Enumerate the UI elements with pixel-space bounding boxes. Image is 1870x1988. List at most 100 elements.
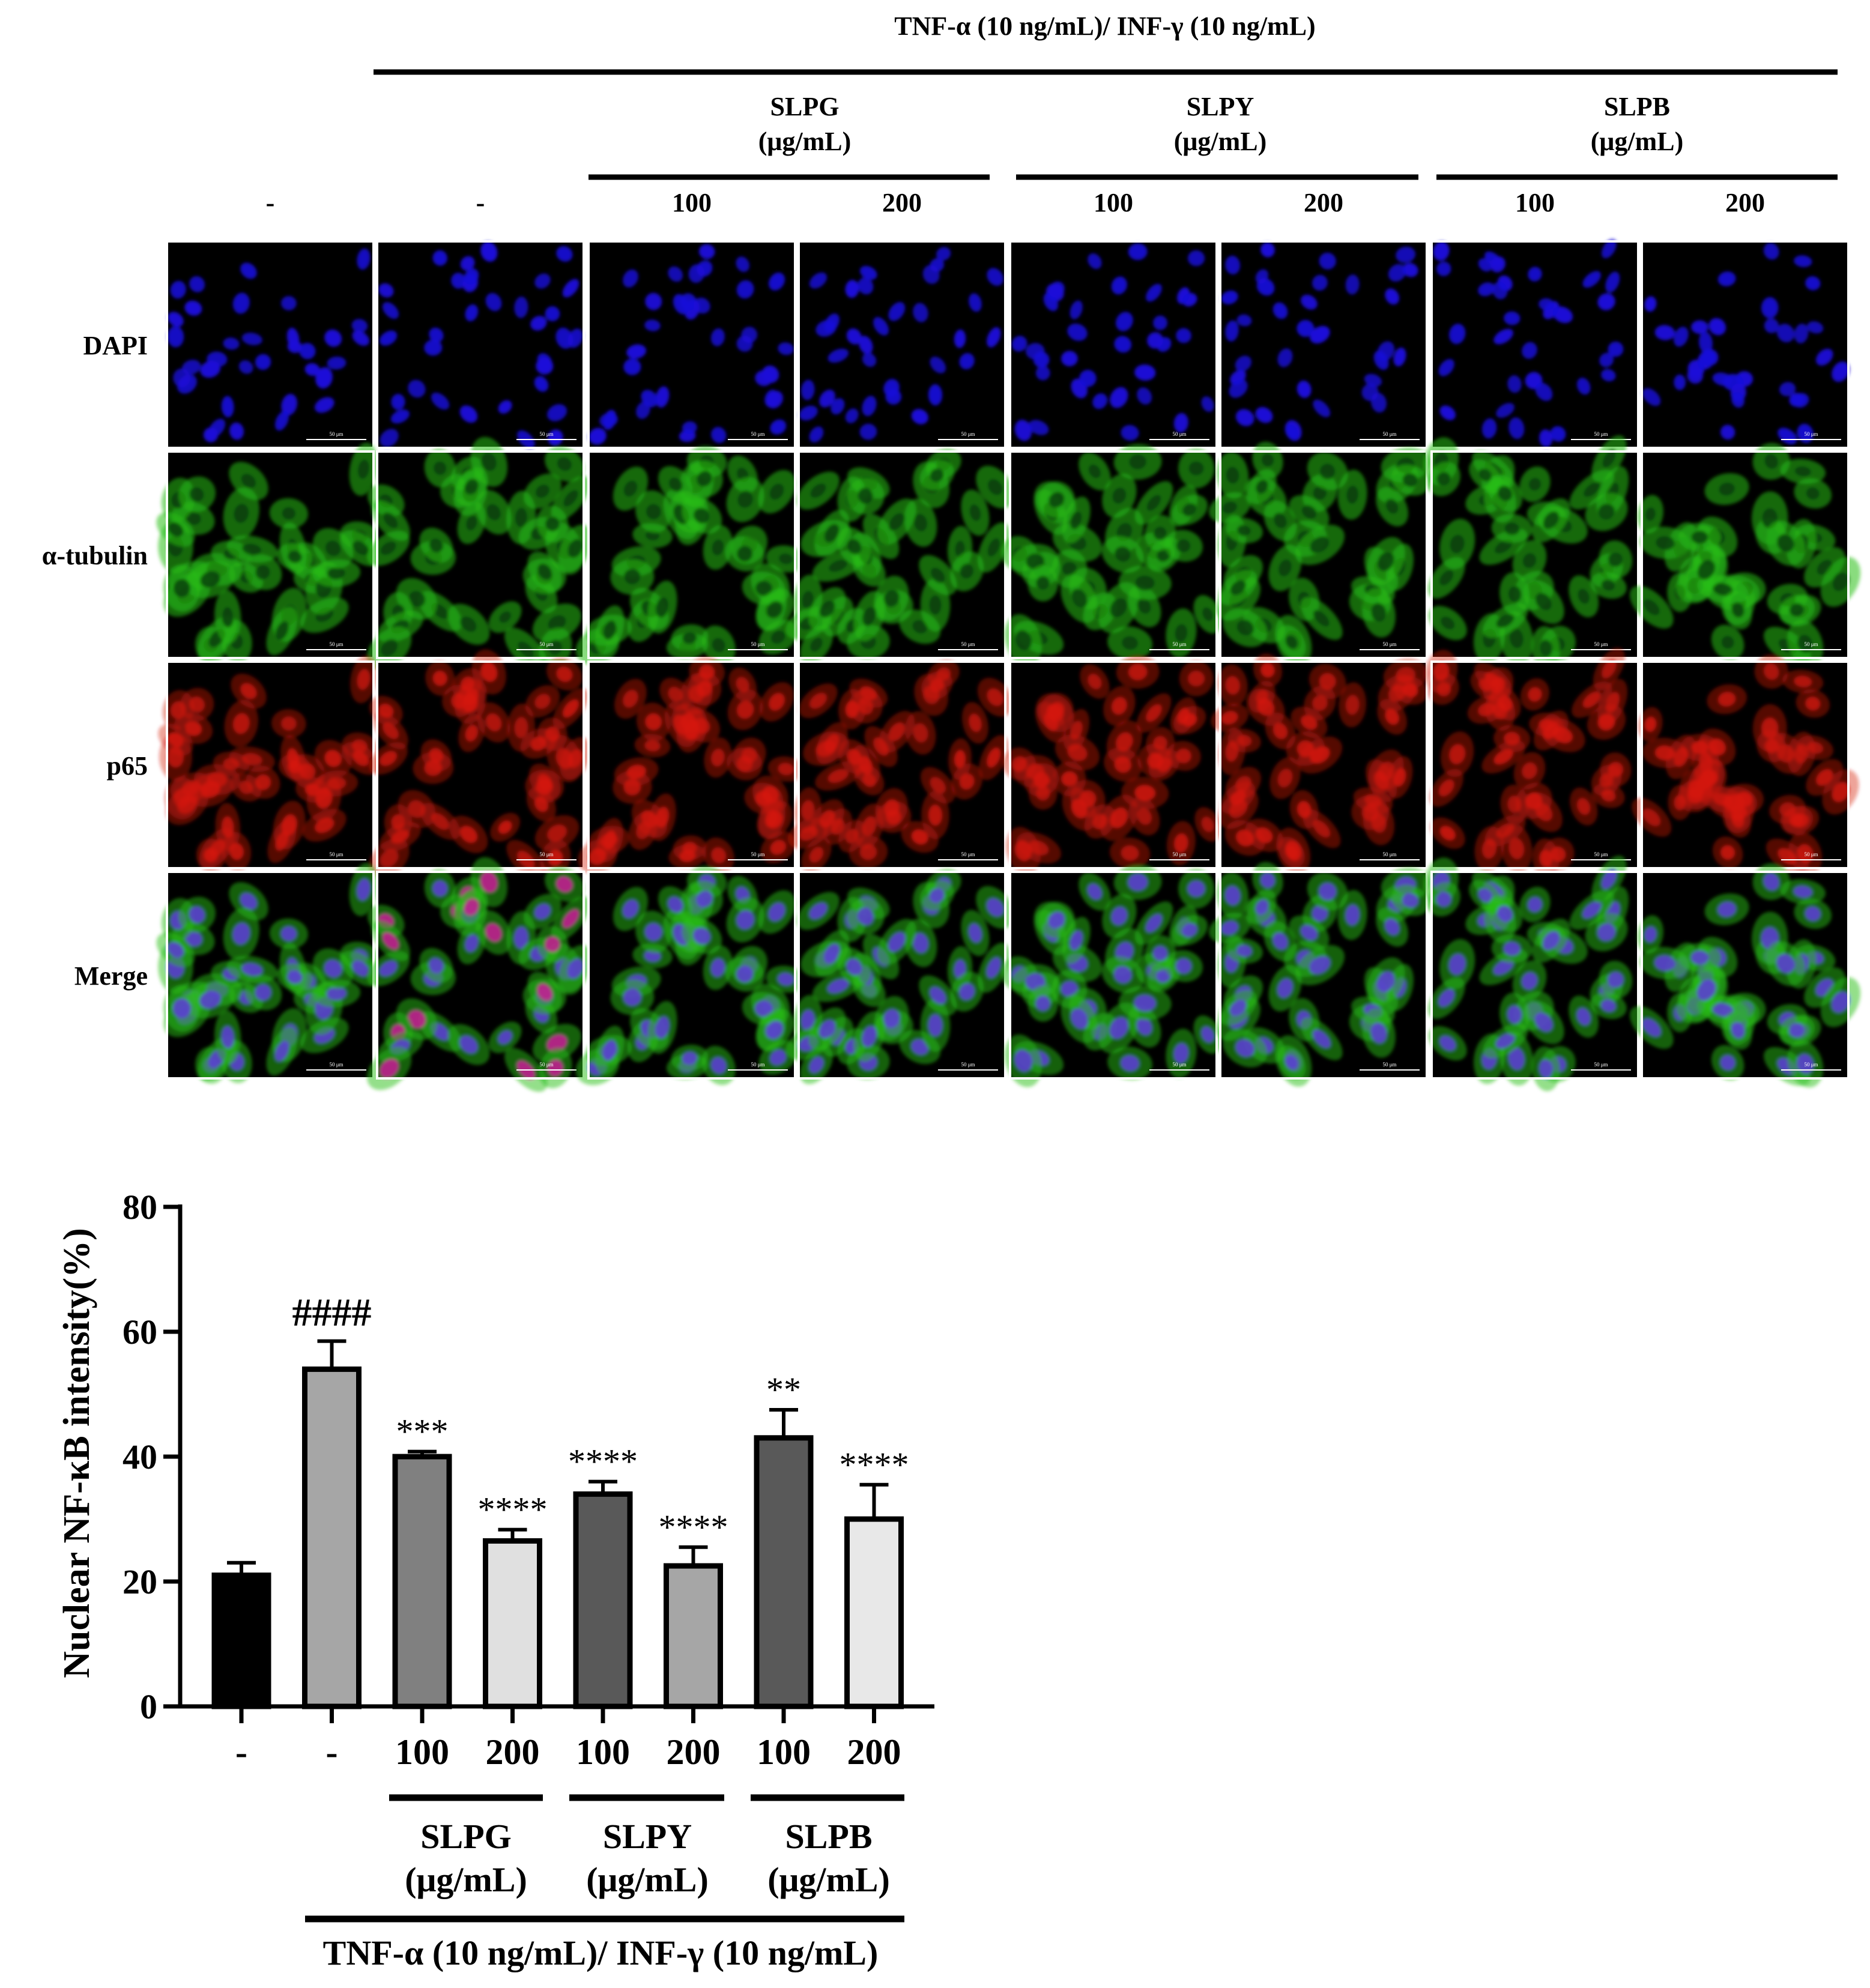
bar <box>302 1366 362 1709</box>
cells <box>1001 444 1222 667</box>
micrograph-blue: 50 μm <box>797 240 1006 449</box>
micrograph-green: 50 μm <box>575 446 806 665</box>
cells <box>167 248 371 443</box>
cells <box>799 247 1003 443</box>
chart-group-unit: (μg/mL) <box>767 1860 890 1899</box>
micrograph-green: 50 μm <box>1209 441 1430 666</box>
micrograph-blue: 50 μm <box>587 240 796 449</box>
x-axis <box>178 1704 934 1723</box>
chart-group-unit: (μg/mL) <box>405 1860 527 1899</box>
cells <box>158 655 380 872</box>
y-tick-label: 60 <box>123 1313 157 1352</box>
top-group-slpg: SLPG (μg/mL) <box>589 92 990 180</box>
cells <box>575 866 806 1086</box>
cells <box>578 657 804 874</box>
micrograph-merge: 50 μm <box>1209 862 1430 1087</box>
x-tick-label: 200 <box>667 1732 721 1772</box>
chart-group-unit: (μg/mL) <box>586 1860 709 1899</box>
x-tick-label: 200 <box>847 1732 901 1772</box>
cells <box>1211 653 1428 874</box>
scale-bar-label: 50 μm <box>751 431 764 437</box>
scale-bar-label: 50 μm <box>329 641 343 647</box>
scale-bar-label: 50 μm <box>329 851 343 857</box>
micrograph-red: 50 μm <box>1002 655 1221 875</box>
x-tick-label: - <box>235 1732 247 1772</box>
column-labels: - - 100 200 100 200 100 200 <box>266 188 1765 217</box>
scale-bar-label: 50 μm <box>1172 851 1186 857</box>
cells <box>575 446 806 665</box>
chart-group-name: SLPB <box>785 1817 872 1856</box>
column-label: 200 <box>882 188 922 217</box>
top-group-unit: (μg/mL) <box>1591 127 1683 156</box>
scale-bar-label: 50 μm <box>1804 641 1818 647</box>
scale-bar-label: 50 μm <box>1594 1062 1608 1068</box>
micrograph-merge: 50 μm <box>1629 863 1861 1088</box>
cells <box>1629 443 1861 668</box>
cells <box>1433 239 1624 447</box>
chart-treatment-label: TNF-α (10 ng/mL)/ INF-γ (10 ng/mL) <box>323 1933 879 1972</box>
scale-bar-label: 50 μm <box>1382 431 1396 437</box>
error-bars <box>227 1339 889 1576</box>
cells <box>1423 856 1633 1092</box>
micrograph-merge: 50 μm <box>366 857 593 1092</box>
x-tick-labels: - - 100 200 100 200 100 200 <box>235 1732 901 1772</box>
column-label: 100 <box>1515 188 1555 217</box>
scale-bar-label: 50 μm <box>961 1062 975 1068</box>
scale-bar-label: 50 μm <box>539 431 553 437</box>
y-tick-label: 20 <box>123 1562 157 1601</box>
scale-bar-label: 50 μm <box>539 641 553 647</box>
column-label: 100 <box>1094 188 1133 217</box>
cells <box>1209 862 1430 1087</box>
x-tick-label: - <box>326 1732 338 1772</box>
cells <box>785 869 1015 1084</box>
micrograph-red: 50 μm <box>578 657 804 874</box>
top-group-name: SLPY <box>1187 92 1254 121</box>
micrograph-background <box>167 241 374 448</box>
cells <box>1002 655 1221 875</box>
micrograph-green: 50 μm <box>1001 444 1222 667</box>
micrograph-red: 50 μm <box>1211 653 1428 874</box>
micrograph-red: 50 μm <box>369 649 592 880</box>
micrograph-blue: 50 μm <box>1009 240 1218 449</box>
micrograph-green: 50 μm <box>1423 435 1639 671</box>
significance-label: #### <box>292 1291 372 1335</box>
y-tick-label: 80 <box>123 1188 157 1227</box>
y-axis: 0 20 40 60 80 <box>123 1188 183 1726</box>
bar <box>844 1516 904 1709</box>
cells <box>1011 243 1214 441</box>
micrograph-red: 50 μm <box>787 660 1013 872</box>
scale-bar-label: 50 μm <box>1382 641 1396 647</box>
x-tick-label: 100 <box>576 1732 630 1772</box>
cells <box>369 649 592 880</box>
bar <box>483 1538 542 1709</box>
micrograph-green: 50 μm <box>785 449 1015 664</box>
cells <box>156 443 382 663</box>
chart-group-slpg: SLPG (μg/mL) <box>389 1794 543 1899</box>
cells <box>589 244 794 445</box>
scale-bar-label: 50 μm <box>1804 431 1818 437</box>
scale-bar-label: 50 μm <box>961 851 975 857</box>
scale-bar-label: 50 μm <box>1382 1062 1396 1068</box>
cells <box>1423 435 1633 671</box>
chart-group-slpy: SLPY (μg/mL) <box>569 1794 724 1899</box>
chart-group-slpb: SLPB (μg/mL) <box>751 1794 904 1899</box>
bar <box>211 1573 271 1709</box>
scale-bar-label: 50 μm <box>1172 431 1186 437</box>
scale-bar-label: 50 μm <box>539 851 553 857</box>
micrograph-blue: 50 μm <box>376 240 585 449</box>
cells <box>785 449 1015 664</box>
chart-group-name: SLPG <box>420 1817 512 1856</box>
cells <box>378 241 583 449</box>
significance-label: *** <box>396 1412 449 1451</box>
scale-bar-label: 50 μm <box>1804 851 1818 857</box>
column-label: - <box>266 188 275 217</box>
micrograph-merge: 50 μm <box>156 863 382 1084</box>
bars <box>211 1366 904 1709</box>
row-label: DAPI <box>83 331 148 360</box>
chart-group-name: SLPY <box>603 1817 692 1856</box>
micrograph-merge: 50 μm <box>1001 864 1222 1087</box>
scale-bar-label: 50 μm <box>961 431 975 437</box>
micrograph-merge: 50 μm <box>1423 856 1639 1092</box>
image-grid: 50 μm 50 μm 50 μm 50 μm 50 μm 50 μm 50 μm 50 μm… <box>156 239 1861 1092</box>
column-label: - <box>476 188 485 217</box>
